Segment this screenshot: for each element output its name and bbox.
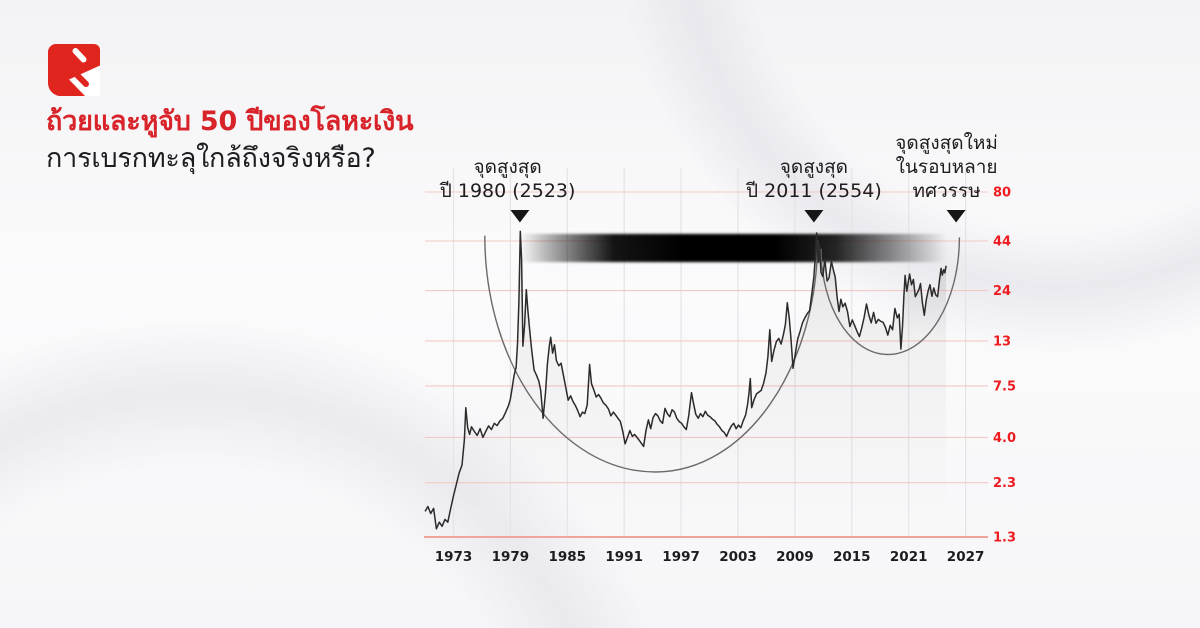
annotation-new-high: จุดสูงสุดใหม่ ในรอบหลาย ทศวรรษ: [895, 131, 998, 203]
x-tick-label: 2009: [776, 549, 814, 565]
x-tick-label: 2027: [947, 549, 985, 565]
handle-arc: [820, 237, 961, 356]
y-tick-label: 7.5: [993, 379, 1016, 394]
x-tick-label: 1991: [605, 549, 643, 565]
annotation-line: จุดสูงสุด: [473, 156, 542, 178]
peak-2011-marker-icon: [804, 210, 824, 223]
annotation-line: ทศวรรษ: [912, 180, 981, 202]
y-tick-label: 44: [993, 235, 1011, 250]
y-tick-label: 80: [993, 186, 1011, 201]
x-tick-label: 1973: [435, 549, 473, 565]
y-axis-labels: 80 44 24 13 7.5 4.0 2.3 1.3: [993, 186, 1016, 546]
annotation-peak-2011: จุดสูงสุด ปี 2011 (2554): [746, 155, 882, 203]
annotation-line: ปี 1980 (2523): [439, 180, 576, 202]
peak-markers: [510, 210, 966, 223]
cup-arc: [484, 235, 819, 473]
x-tick-label: 1985: [549, 549, 587, 565]
resistance-band: [519, 233, 947, 263]
x-tick-label: 1997: [662, 549, 700, 565]
cup-and-handle-arcs: [484, 235, 961, 473]
publisher-logo-icon: [48, 44, 100, 96]
peak-1980-marker-icon: [510, 210, 530, 223]
x-tick-label: 2021: [890, 549, 928, 565]
new-high-marker-icon: [946, 210, 966, 223]
y-tick-label: 1.3: [993, 531, 1016, 546]
page-title: ถ้วยและหูจับ 50 ปีของโลหะเงิน: [46, 106, 414, 137]
annotation-line: จุดสูงสุดใหม่: [895, 132, 998, 154]
y-tick-label: 13: [993, 334, 1011, 349]
x-tick-label: 2015: [833, 549, 871, 565]
y-tick-label: 2.3: [993, 476, 1016, 491]
x-axis-labels: 1973 1979 1985 1991 1997 2003 2009 2015 2021 2027: [435, 549, 985, 565]
y-tick-label: 24: [993, 284, 1011, 299]
price-area-fill: [425, 231, 947, 537]
y-tick-label: 4.0: [993, 431, 1016, 446]
annotation-line: จุดสูงสุด: [779, 156, 849, 178]
page-subtitle: การเบรกทะลุใกล้ถึงจริงหรือ?: [46, 143, 376, 174]
annotation-line: ปี 2011 (2554): [746, 180, 882, 202]
x-tick-label: 2003: [719, 549, 757, 565]
annotation-line: ในรอบหลาย: [895, 156, 998, 178]
price-line: [424, 230, 947, 530]
annotation-peak-1980: จุดสูงสุด ปี 1980 (2523): [440, 155, 576, 203]
x-tick-label: 1979: [492, 549, 530, 565]
